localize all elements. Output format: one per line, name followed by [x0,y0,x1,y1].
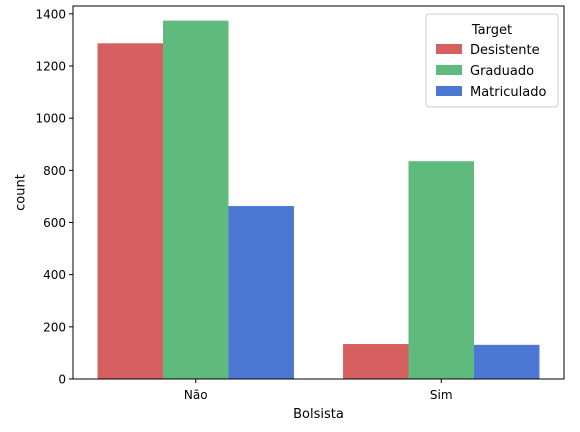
legend-box [425,13,559,108]
y-tick-label: 1400 [35,7,66,21]
legend-label-graduado: Graduado [470,64,534,79]
y-tick-label: 400 [43,268,66,282]
y-axis-label: count [14,174,29,211]
legend: Target Desistente Graduado Matriculado [425,13,559,108]
x-axis-label: Bolsista [293,407,344,422]
x-axis: Não Sim [184,379,453,402]
bar-matriculado-nao [228,206,294,379]
y-tick-label: 0 [58,373,66,387]
legend-label-desistente: Desistente [470,43,540,58]
y-tick-label: 200 [43,320,66,334]
y-tick-label: 1200 [35,59,66,73]
bar-desistente-nao [97,43,164,380]
legend-swatch-graduado [436,65,462,75]
y-tick-label: 600 [43,216,66,230]
legend-swatch-matriculado [436,86,462,96]
x-tick-label: Sim [430,388,453,402]
bar-desistente-sim [343,344,409,379]
legend-items: Desistente Graduado Matriculado [436,43,546,100]
bars-layer [97,20,540,380]
bar-graduado-nao [163,20,229,380]
legend-swatch-desistente [436,44,462,54]
legend-title: Target [471,23,512,38]
bar-graduado-sim [408,161,474,379]
y-tick-label: 800 [43,164,66,178]
y-axis: 0 200 400 600 800 1000 1200 1400 [35,7,73,387]
legend-label-matriculado: Matriculado [470,85,546,100]
bar-matriculado-sim [473,344,540,379]
x-tick-label: Não [184,388,208,402]
y-tick-label: 1000 [35,112,66,126]
plot-frame [72,5,565,380]
